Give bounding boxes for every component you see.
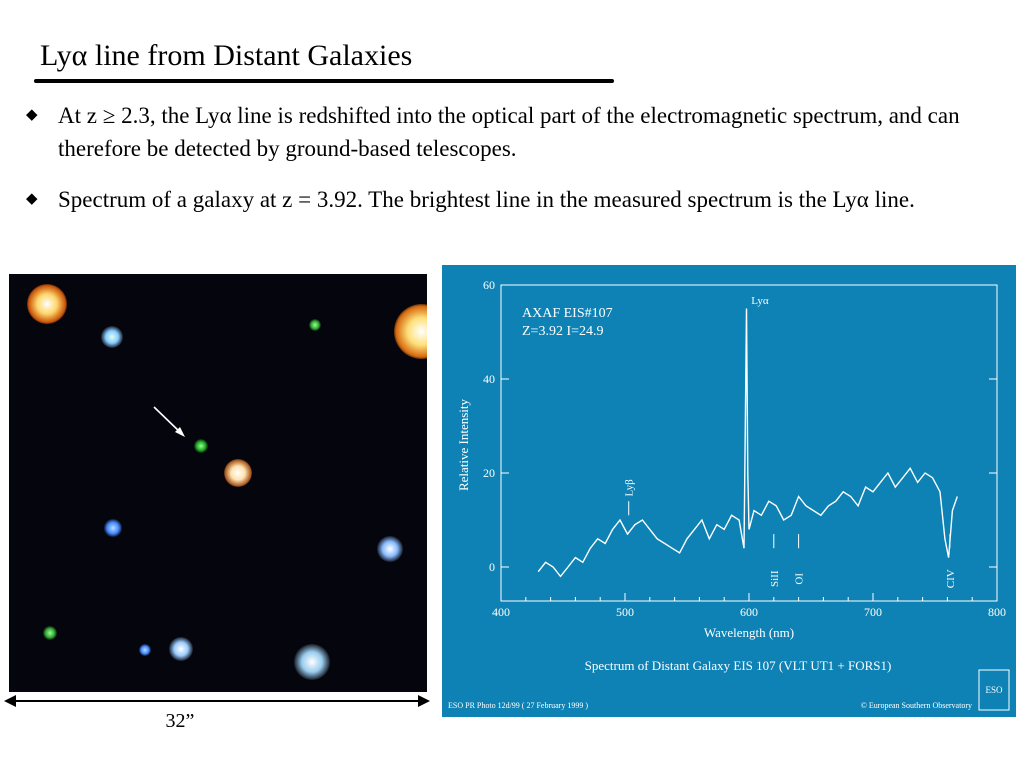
x-tick-label: 400 xyxy=(492,605,510,619)
x-tick-label: 800 xyxy=(988,605,1006,619)
star xyxy=(43,626,57,640)
galaxy-field-image xyxy=(9,274,427,692)
scale-bar xyxy=(4,695,430,707)
annotation-params: Z=3.92 I=24.9 xyxy=(522,324,604,339)
spectrum-svg: 400 500 600 700 800 0 20 40 60 AXAF EIS#107 Z=3.… xyxy=(448,278,1010,711)
y-tick-label: 0 xyxy=(489,560,495,574)
spectrum-chart: 400 500 600 700 800 0 20 40 60 AXAF EIS#107 Z=3.… xyxy=(442,265,1016,717)
star xyxy=(377,536,403,562)
y-axis-label: Relative Intensity xyxy=(456,398,471,491)
star xyxy=(309,319,321,331)
credit-left: ESO PR Photo 12d/99 ( 27 February 1999 ) xyxy=(448,701,588,710)
spectrum-line xyxy=(537,308,958,578)
eso-logo: ESO xyxy=(978,669,1010,711)
star xyxy=(104,519,122,537)
y-tick-label: 40 xyxy=(483,372,495,386)
y-tick-label: 60 xyxy=(483,278,495,292)
bullet-item: ◆ Spectrum of a galaxy at z = 3.92. The … xyxy=(26,183,986,216)
line-label-lyb: Lyβ xyxy=(624,479,636,497)
line-label-lya: Lyα xyxy=(751,295,769,307)
title-underline xyxy=(34,79,614,83)
star xyxy=(169,637,193,661)
line-label: OI xyxy=(794,573,806,585)
annotation-object: AXAF EIS#107 xyxy=(522,306,613,321)
scale-label: 32” xyxy=(165,710,195,732)
bullet-text: At z ≥ 2.3, the Lyα line is redshifted i… xyxy=(58,103,960,161)
chart-title: Spectrum of Distant Galaxy EIS 107 (VLT … xyxy=(585,658,892,673)
slide-title: Lyα line from Distant Galaxies xyxy=(40,39,413,72)
pointer-arrow-icon xyxy=(153,406,185,437)
star xyxy=(294,644,330,680)
star xyxy=(27,284,67,324)
star xyxy=(224,459,252,487)
credit-right: © European Southern Observatory xyxy=(861,701,972,710)
x-tick-label: 500 xyxy=(616,605,634,619)
y-tick-label: 20 xyxy=(483,466,495,480)
x-tick-label: 700 xyxy=(864,605,882,619)
diamond-bullet-icon: ◆ xyxy=(26,191,38,207)
star xyxy=(194,439,208,453)
bullet-text: Spectrum of a galaxy at z = 3.92. The br… xyxy=(58,187,915,212)
x-tick-label: 600 xyxy=(740,605,758,619)
x-axis-label: Wavelength (nm) xyxy=(704,625,794,640)
star xyxy=(139,644,151,656)
bullet-item: ◆ At z ≥ 2.3, the Lyα line is redshifted… xyxy=(26,99,986,165)
star xyxy=(101,326,123,348)
line-label: SiII xyxy=(769,570,781,587)
svg-text:ESO: ESO xyxy=(985,685,1003,695)
line-label: CIV xyxy=(945,569,957,588)
diamond-bullet-icon: ◆ xyxy=(26,107,38,123)
